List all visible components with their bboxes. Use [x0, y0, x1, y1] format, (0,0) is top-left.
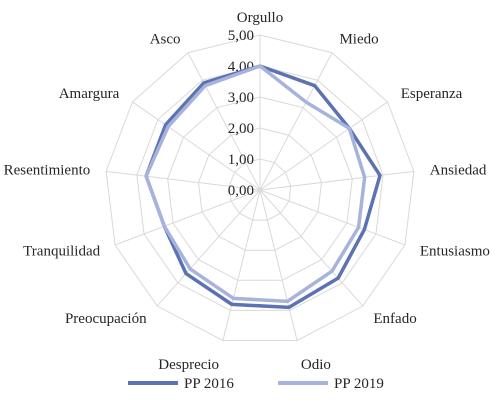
spoke-1 — [259, 52, 333, 191]
spoke-5 — [259, 189, 364, 307]
spoke-2 — [259, 101, 388, 191]
category-label-12: Asco — [150, 32, 181, 48]
spoke-9 — [114, 189, 261, 246]
spoke-8 — [156, 189, 261, 307]
spoke-12 — [187, 52, 261, 191]
category-label-3: Ansiedad — [430, 162, 487, 178]
grid-ring-2 — [197, 127, 323, 251]
series-line-pp-2016 — [144, 64, 382, 310]
category-label-0: Orgullo — [237, 10, 283, 26]
category-label-10: Resentimiento — [4, 162, 91, 178]
legend-label-pp-2016: PP 2016 — [184, 376, 234, 392]
category-label-2: Esperanza — [401, 86, 463, 102]
category-label-9: Tranquilidad — [23, 244, 100, 260]
category-label-11: Amargura — [59, 86, 120, 102]
spoke-6 — [259, 189, 298, 341]
legend: PP 2016 PP 2019 — [128, 376, 384, 392]
category-labels: Orgullo Miedo Esperanza Ansiedad Entusiasmo E… — [4, 10, 490, 373]
series-lines — [144, 64, 382, 310]
spoke-4 — [259, 189, 406, 246]
grid-ring-4 — [136, 65, 384, 311]
category-label-6: Odio — [301, 357, 331, 373]
category-label-1: Miedo — [339, 32, 378, 48]
radial-tick-labels: 0,001,002,003,004,005,00 — [228, 28, 254, 199]
grid-ring-1 — [228, 158, 292, 221]
tick-label-1: 1,00 — [228, 152, 254, 168]
spoke-7 — [222, 189, 261, 341]
category-label-7: Desprecio — [158, 357, 219, 373]
radar-grid — [105, 34, 415, 341]
tick-label-5: 5,00 — [228, 28, 254, 44]
series-line-pp-2019 — [144, 64, 367, 304]
tick-label-3: 3,00 — [228, 90, 254, 106]
spoke-10 — [106, 170, 261, 191]
grid-ring-3 — [167, 96, 353, 281]
legend-label-pp-2019: PP 2019 — [334, 376, 384, 392]
tick-label-2: 2,00 — [228, 121, 254, 137]
tick-label-0: 0,00 — [228, 183, 254, 199]
category-label-4: Entusiasmo — [420, 244, 490, 260]
spoke-3 — [259, 170, 414, 191]
grid-ring-5 — [105, 34, 415, 341]
category-label-8: Preocupación — [65, 311, 147, 327]
spoke-11 — [132, 101, 261, 191]
category-label-5: Enfado — [373, 311, 416, 327]
